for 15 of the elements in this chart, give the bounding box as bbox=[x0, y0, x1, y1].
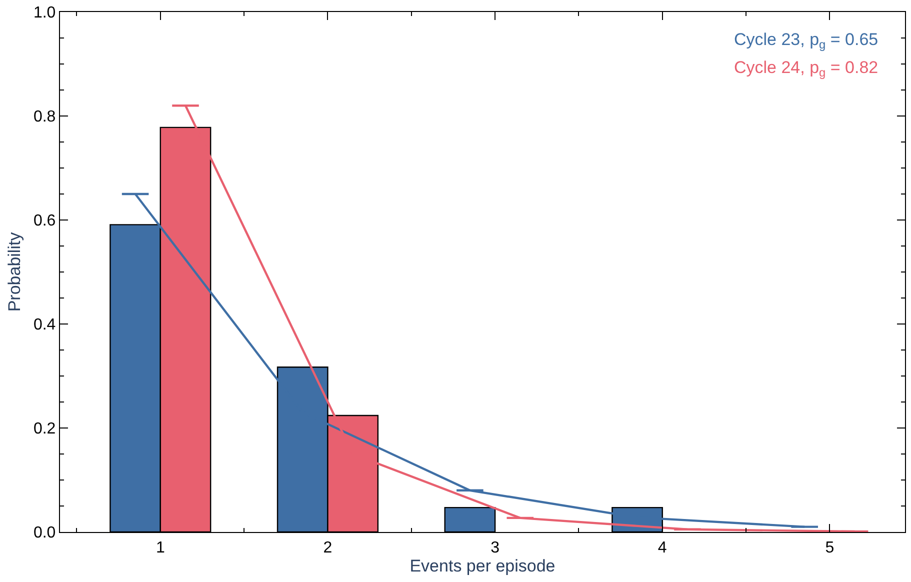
legend-label: Cycle 24, p$_{g}$ = 0.82 bbox=[734, 58, 878, 80]
y-tick-label: 0.4 bbox=[33, 316, 56, 334]
x-tick-label: 3 bbox=[490, 539, 500, 556]
y-axis-title: Probability bbox=[5, 232, 24, 312]
y-tick-label: 0.8 bbox=[33, 108, 56, 126]
legend-label: Cycle 23, p$_{g}$ = 0.65 bbox=[734, 30, 878, 52]
x-tick-label: 1 bbox=[156, 539, 165, 556]
y-tick-label: 0.6 bbox=[33, 212, 56, 230]
y-tick-label: 0.2 bbox=[33, 420, 56, 438]
y-tick-label: 0.0 bbox=[33, 524, 56, 542]
x-tick-label: 4 bbox=[658, 539, 667, 556]
x-tick-label: 2 bbox=[323, 539, 332, 556]
y-tick-label: 1.0 bbox=[33, 4, 56, 22]
x-tick-label: 5 bbox=[825, 539, 834, 556]
x-axis-title: Events per episode bbox=[410, 556, 556, 576]
